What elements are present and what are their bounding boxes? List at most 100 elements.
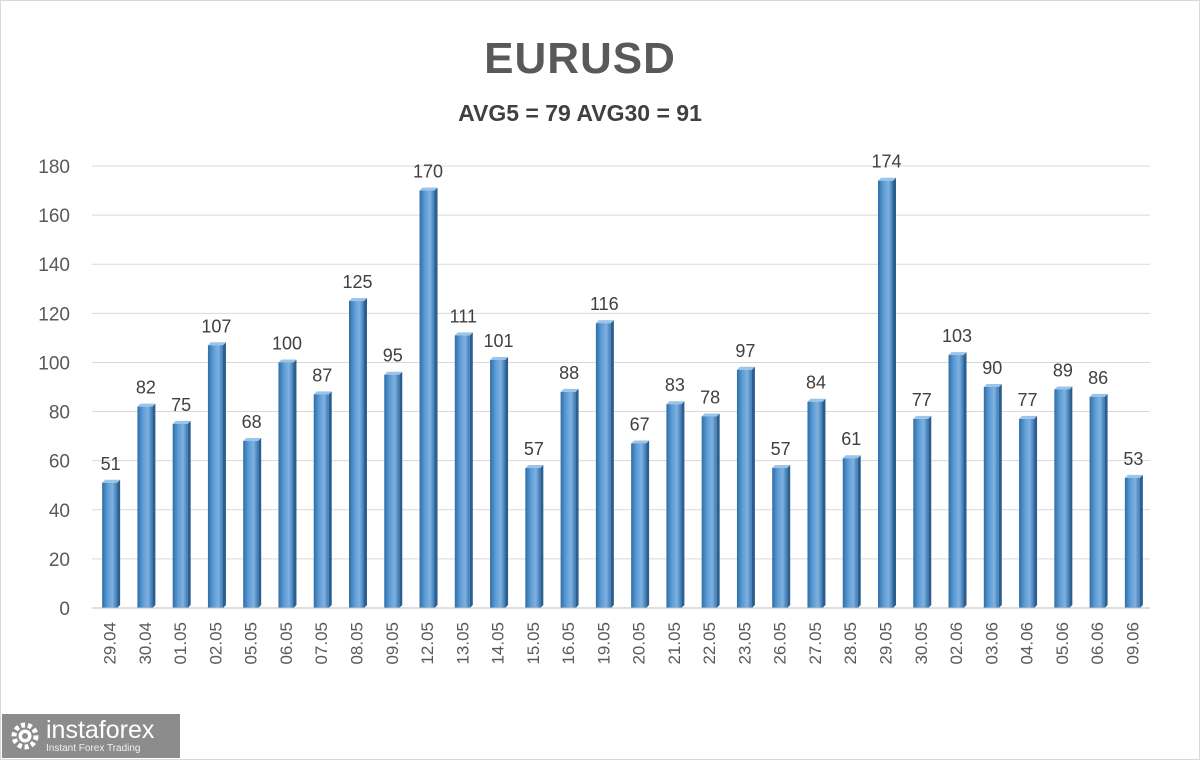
bar-side bbox=[787, 465, 791, 608]
bar bbox=[102, 482, 118, 608]
bar bbox=[736, 369, 752, 608]
bar-top bbox=[349, 298, 367, 302]
data-label: 111 bbox=[450, 306, 477, 326]
x-tick-label: 15.05 bbox=[524, 622, 543, 665]
x-tick-label: 06.06 bbox=[1088, 622, 1107, 665]
x-tick-label: 28.05 bbox=[841, 622, 860, 665]
bar-top bbox=[913, 415, 932, 419]
data-label: 51 bbox=[101, 454, 121, 474]
bar-top bbox=[207, 342, 226, 346]
bar-top bbox=[666, 401, 685, 405]
bar bbox=[525, 468, 541, 608]
y-tick-label: 100 bbox=[38, 353, 70, 374]
bar-top bbox=[1124, 474, 1143, 478]
data-label: 174 bbox=[871, 152, 901, 172]
y-tick-label: 160 bbox=[38, 206, 70, 227]
x-tick-label: 14.05 bbox=[489, 622, 508, 665]
bar bbox=[172, 423, 188, 608]
bar-top bbox=[948, 352, 967, 356]
x-tick-label: 16.05 bbox=[559, 622, 578, 665]
bar-side bbox=[822, 398, 826, 608]
logo-tagline: Instant Forex Trading bbox=[46, 743, 141, 754]
bar bbox=[349, 301, 364, 608]
x-tick-label: 07.05 bbox=[312, 622, 331, 665]
bar bbox=[631, 443, 647, 608]
logo-name: instaforex bbox=[46, 716, 155, 744]
bar bbox=[1124, 477, 1140, 608]
instaforex-logo: instaforex Instant Forex Trading bbox=[2, 714, 180, 758]
bar bbox=[595, 323, 611, 608]
bar-top bbox=[278, 359, 297, 363]
data-label: 89 bbox=[1053, 360, 1073, 380]
x-tick-label: 06.05 bbox=[277, 622, 296, 665]
bar-top bbox=[172, 420, 191, 424]
bar-side bbox=[893, 177, 896, 608]
bar-side bbox=[646, 440, 650, 608]
bar-side bbox=[1034, 415, 1038, 608]
bar-side bbox=[575, 388, 579, 608]
x-tick-label: 20.05 bbox=[630, 622, 649, 665]
bar-side bbox=[751, 366, 755, 608]
bar bbox=[278, 362, 294, 608]
bar-top bbox=[1089, 393, 1108, 397]
bar-side bbox=[399, 371, 403, 608]
x-tick-label: 27.05 bbox=[806, 622, 825, 665]
bar-side bbox=[928, 415, 932, 608]
bar-side bbox=[716, 413, 720, 608]
data-label: 170 bbox=[413, 162, 443, 182]
x-tick-label: 03.06 bbox=[982, 622, 1001, 665]
bar bbox=[207, 345, 223, 608]
bar bbox=[807, 401, 823, 608]
y-tick-label: 20 bbox=[49, 550, 70, 571]
bar bbox=[243, 441, 259, 608]
bar-top bbox=[525, 465, 544, 469]
x-tick-label: 02.06 bbox=[947, 622, 966, 665]
bar-side bbox=[681, 401, 685, 608]
bar-top bbox=[701, 413, 720, 417]
x-tick-label: 12.05 bbox=[418, 622, 437, 665]
y-tick-label: 140 bbox=[38, 255, 70, 276]
bar-top bbox=[807, 398, 826, 402]
x-tick-label: 13.05 bbox=[453, 622, 472, 665]
data-label: 100 bbox=[272, 333, 302, 353]
x-tick-label: 23.05 bbox=[735, 622, 754, 665]
x-tick-label: 09.05 bbox=[383, 622, 402, 665]
bar-top bbox=[419, 187, 438, 191]
bar-side bbox=[258, 438, 262, 608]
bar-top bbox=[384, 371, 403, 375]
x-tick-label: 30.04 bbox=[136, 622, 155, 665]
bar-side bbox=[328, 391, 332, 608]
chart-subtitle: AVG5 = 79 AVG30 = 91 bbox=[458, 100, 702, 126]
bar-top bbox=[490, 356, 509, 360]
bar-side bbox=[540, 465, 544, 608]
bar bbox=[1019, 418, 1035, 608]
data-label: 78 bbox=[700, 387, 720, 407]
x-tick-label: 05.05 bbox=[242, 622, 261, 665]
data-label: 87 bbox=[312, 365, 332, 385]
bar bbox=[384, 374, 400, 608]
bar-side bbox=[1069, 386, 1073, 608]
y-tick-label: 60 bbox=[49, 452, 70, 473]
data-label: 88 bbox=[559, 363, 579, 383]
chart-title: EURUSD bbox=[484, 34, 676, 83]
data-label: 57 bbox=[771, 439, 791, 459]
x-tick-label: 05.06 bbox=[1053, 622, 1072, 665]
data-label: 97 bbox=[735, 341, 755, 361]
y-tick-label: 180 bbox=[38, 157, 70, 178]
y-tick-label: 120 bbox=[38, 304, 70, 325]
bar-top bbox=[595, 320, 614, 324]
data-label: 75 bbox=[171, 395, 191, 415]
x-tick-label: 04.06 bbox=[1018, 622, 1037, 665]
bar-top bbox=[454, 332, 473, 336]
bar-top bbox=[736, 366, 755, 370]
x-tick-label: 08.05 bbox=[348, 622, 367, 665]
bar-side bbox=[963, 352, 967, 608]
x-tick-label: 29.05 bbox=[877, 622, 896, 665]
bar-side bbox=[293, 359, 297, 608]
bar-side bbox=[1139, 474, 1143, 608]
bar-side bbox=[187, 420, 191, 608]
bar bbox=[313, 394, 329, 608]
x-tick-label: 21.05 bbox=[665, 622, 684, 665]
bar-side bbox=[222, 342, 226, 608]
data-label: 116 bbox=[590, 294, 619, 314]
